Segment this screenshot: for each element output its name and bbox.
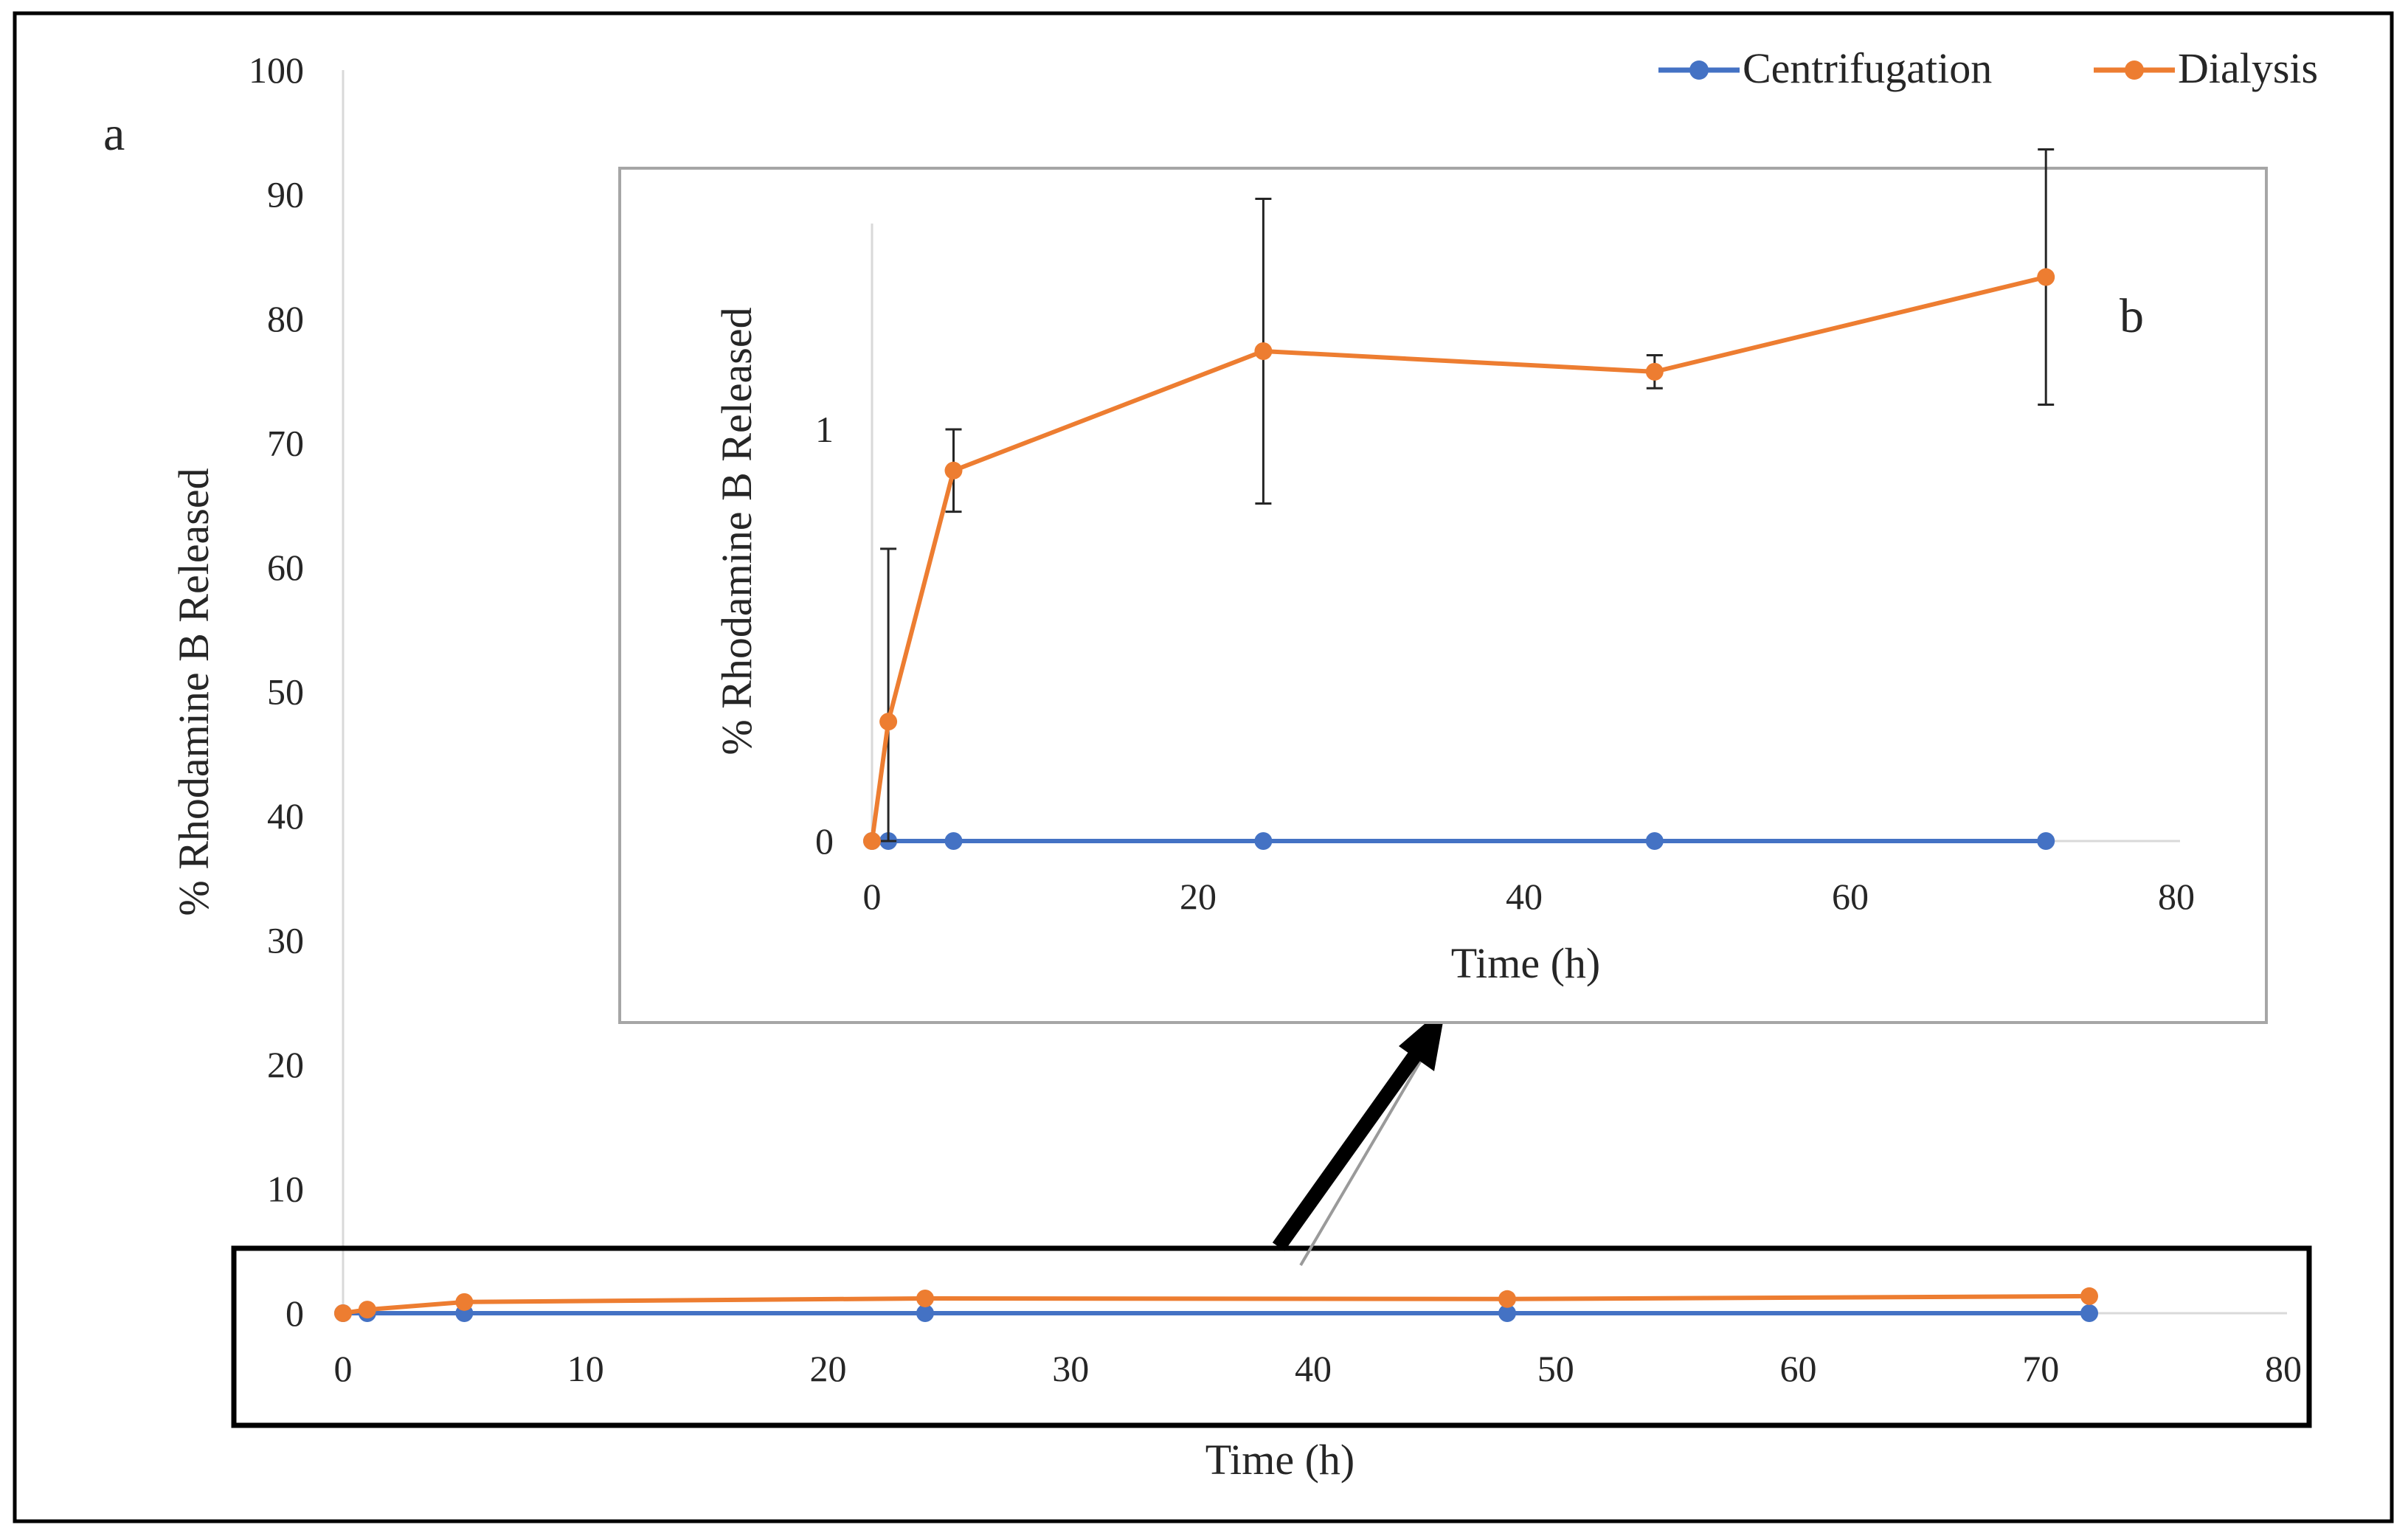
inset-y-tick-label: 0 (815, 820, 834, 862)
inset-point-dialysis (879, 713, 898, 731)
main-point-dialysis (916, 1289, 934, 1307)
legend: Centrifugation Dialysis (1658, 44, 2318, 92)
main-x-tick-label: 50 (1537, 1348, 1574, 1389)
inset-y-tick-labels: 01 (815, 409, 834, 862)
legend-label-centrifugation: Centrifugation (1743, 44, 1992, 92)
main-y-tick-label: 70 (267, 423, 304, 464)
main-x-tick-label: 10 (567, 1348, 604, 1389)
main-y-axis-title: % Rhodamine B Released (170, 468, 218, 916)
main-point-centrifugation (2080, 1304, 2098, 1322)
main-y-tick-label: 30 (267, 920, 304, 961)
main-plot-area (334, 1287, 2098, 1322)
legend-marker-dialysis (2125, 60, 2144, 80)
main-point-dialysis (2080, 1287, 2098, 1305)
inset-x-tick-label: 80 (2158, 876, 2195, 917)
main-x-axis-title: Time (h) (1205, 1436, 1355, 1484)
inset-x-axis-title: Time (h) (1451, 939, 1601, 987)
main-point-dialysis (358, 1301, 376, 1319)
zoom-highlight-box (231, 1245, 2312, 1428)
inset-point-dialysis (944, 461, 963, 480)
main-point-dialysis (1498, 1290, 1516, 1308)
main-x-tick-label: 30 (1052, 1348, 1089, 1389)
main-x-tick-label: 70 (2022, 1348, 2059, 1389)
inset-x-tick-label: 60 (1832, 876, 1869, 917)
main-point-centrifugation (916, 1304, 934, 1322)
panel-label-a: a (103, 107, 125, 161)
main-y-tick-label: 10 (267, 1169, 304, 1210)
inset-point-dialysis (2037, 268, 2055, 286)
inset-series-line-dialysis (870, 274, 2047, 842)
legend-marker-centrifugation (1689, 60, 1709, 80)
inset-x-tick-labels: 0 20 40 60 80 (863, 876, 2196, 917)
main-x-tick-label: 0 (334, 1348, 353, 1389)
main-point-dialysis (334, 1304, 352, 1322)
inset-plot-area (863, 148, 2055, 850)
panel-label-b: b (2120, 289, 2144, 343)
main-point-centrifugation (1498, 1304, 1516, 1322)
main-x-tick-label: 80 (2265, 1348, 2302, 1389)
inset-point-centrifugation (1254, 832, 1273, 850)
inset-y-tick-label: 1 (815, 409, 834, 450)
inset-point-centrifugation (2037, 832, 2055, 850)
main-y-tick-label: 60 (267, 547, 304, 588)
inset-x-tick-label: 20 (1180, 876, 1217, 917)
inset-point-dialysis (1254, 342, 1273, 360)
main-y-tick-label: 40 (267, 795, 304, 837)
main-y-tick-label: 100 (249, 49, 304, 91)
main-y-tick-labels: 0 10 20 30 40 50 60 70 80 90 100 (249, 49, 304, 1334)
inset-point-centrifugation (1645, 832, 1664, 850)
inset-point-centrifugation (944, 832, 963, 850)
main-y-tick-label: 0 (286, 1293, 304, 1334)
main-x-tick-label: 40 (1295, 1348, 1332, 1389)
inset-point-dialysis (1645, 362, 1664, 381)
inset-y-axis-title: % Rhodamine B Released (713, 307, 761, 755)
main-x-tick-label: 20 (810, 1348, 847, 1389)
inset-frame (618, 167, 2268, 1024)
main-y-tick-label: 80 (267, 298, 304, 339)
inset-point-dialysis (863, 832, 881, 850)
legend-label-dialysis: Dialysis (2178, 44, 2318, 92)
inset-x-tick-label: 40 (1506, 876, 1543, 917)
main-x-tick-labels: 0 10 20 30 40 50 60 70 80 (334, 1348, 2303, 1389)
zoom-arrow-shaft (1272, 1047, 1425, 1251)
zoom-arrow-shadow (1299, 1035, 1436, 1267)
main-point-dialysis (455, 1293, 474, 1311)
main-y-tick-label: 90 (267, 174, 304, 215)
main-y-tick-label: 20 (267, 1044, 304, 1085)
main-y-tick-label: 50 (267, 671, 304, 713)
main-x-tick-label: 60 (1780, 1348, 1817, 1389)
inset-x-tick-label: 0 (863, 876, 882, 917)
